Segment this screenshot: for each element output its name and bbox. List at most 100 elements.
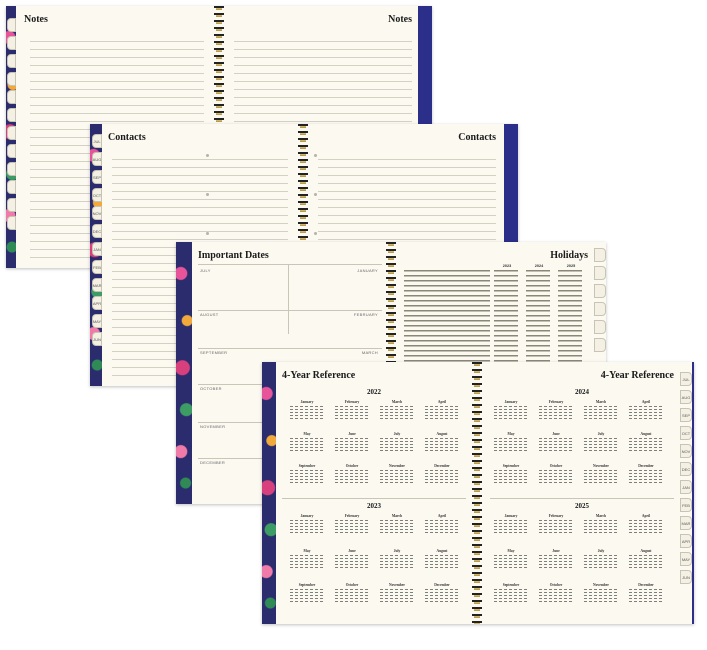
month-tab[interactable] xyxy=(7,144,16,158)
month-tab[interactable] xyxy=(594,284,606,298)
month-tab[interactable] xyxy=(7,36,16,50)
month-calendar: April xyxy=(629,514,663,535)
month-tab[interactable]: FEB xyxy=(680,498,692,512)
month-tab[interactable] xyxy=(7,198,16,212)
month-tab[interactable] xyxy=(594,266,606,280)
month-calendar: August xyxy=(629,549,663,570)
day-grid xyxy=(539,520,573,535)
month-tab[interactable]: NOV xyxy=(680,444,692,458)
month-calendar: September xyxy=(494,583,528,605)
day-grid xyxy=(629,554,663,570)
month-tab[interactable]: APR xyxy=(92,296,102,310)
page-title: Notes xyxy=(24,14,48,25)
month-tab[interactable] xyxy=(594,248,606,262)
month-calendar: September xyxy=(494,464,528,485)
day-grid xyxy=(584,520,618,535)
month-name: January xyxy=(504,400,518,404)
month-tab[interactable]: MAY xyxy=(680,552,692,566)
month-tab[interactable]: JAN xyxy=(680,480,692,494)
month-tab[interactable]: DEC xyxy=(92,224,102,238)
month-tab[interactable] xyxy=(7,108,16,122)
month-tab[interactable] xyxy=(7,72,16,86)
month-name: November xyxy=(389,583,405,588)
year-calendar: January February March April May June July Augu… xyxy=(490,400,670,496)
month-tab[interactable] xyxy=(7,54,16,68)
month-name: June xyxy=(552,548,560,553)
day-grid xyxy=(629,589,663,605)
year-calendar: January February March April May June July Augu… xyxy=(490,514,670,618)
month-tab[interactable] xyxy=(594,338,606,352)
year-heading: 2024 xyxy=(575,388,589,396)
month-tab[interactable]: MAY xyxy=(92,314,102,328)
column-divider xyxy=(288,264,289,334)
cover-edge xyxy=(504,124,518,242)
day-grid xyxy=(335,470,369,485)
month-calendar: January xyxy=(290,400,324,421)
divider xyxy=(490,498,674,499)
month-tab[interactable]: JUN xyxy=(680,570,692,584)
month-tab[interactable] xyxy=(7,162,16,176)
month-name: December xyxy=(434,583,450,588)
month-calendar: March xyxy=(380,514,414,535)
month-calendar: May xyxy=(494,432,528,453)
month-calendar: November xyxy=(380,583,414,605)
day-grid xyxy=(380,406,414,421)
month-tab[interactable] xyxy=(7,216,16,230)
month-tab[interactable]: OCT xyxy=(92,188,102,202)
month-calendar: December xyxy=(629,583,663,605)
month-calendar: June xyxy=(539,549,573,570)
month-name: September xyxy=(502,583,520,588)
month-label: OCTOBER xyxy=(200,386,222,391)
month-name: April xyxy=(641,400,651,404)
month-name: August xyxy=(436,432,448,436)
floral-cover-edge xyxy=(262,362,276,624)
month-tabs-right: JUL AUG SEP OCT NOV DEC JAN FEB MAR APR … xyxy=(680,372,692,584)
month-name: April xyxy=(437,400,447,404)
month-tab[interactable] xyxy=(7,180,16,194)
day-grid xyxy=(584,554,618,570)
month-tab[interactable]: JUN xyxy=(92,332,102,346)
month-label: MARCH xyxy=(361,350,378,355)
month-tab[interactable]: AUG xyxy=(92,152,102,166)
month-calendar: May xyxy=(494,549,528,570)
day-grid xyxy=(425,554,459,570)
month-tab[interactable] xyxy=(7,18,16,32)
month-tab[interactable]: SEP xyxy=(92,170,102,184)
month-tabs-left: JUL AUG SEP OCT NOV DEC JAN FEB MAR APR … xyxy=(92,134,102,346)
month-tab[interactable]: FEB xyxy=(92,260,102,274)
month-tab[interactable]: DEC xyxy=(680,462,692,476)
month-calendar: September xyxy=(290,583,324,605)
month-tab[interactable]: JAN xyxy=(92,242,102,256)
month-tab[interactable]: OCT xyxy=(680,426,692,440)
month-calendar: November xyxy=(584,464,618,485)
month-calendar: October xyxy=(539,464,573,485)
month-tab[interactable]: MAR xyxy=(680,516,692,530)
month-name: March xyxy=(391,514,403,518)
month-tab[interactable] xyxy=(594,302,606,316)
month-calendar: January xyxy=(290,514,324,535)
page-title: Important Dates xyxy=(198,250,269,261)
day-grid xyxy=(539,554,573,570)
month-tab[interactable]: JUL xyxy=(680,372,692,386)
month-tab[interactable] xyxy=(7,126,16,140)
day-grid xyxy=(335,589,369,605)
day-grid xyxy=(425,520,459,535)
month-name: April xyxy=(437,514,447,518)
month-label: NOVEMBER xyxy=(200,424,226,429)
month-name: October xyxy=(549,583,563,588)
month-name: January xyxy=(504,514,518,518)
divider xyxy=(198,264,382,265)
month-calendar: October xyxy=(335,583,369,605)
day-grid xyxy=(584,470,618,485)
year-column-header: 2024 xyxy=(534,264,544,268)
day-grid xyxy=(290,438,324,453)
month-tab[interactable]: JUL xyxy=(92,134,102,148)
month-tab[interactable]: NOV xyxy=(92,206,102,220)
month-tab[interactable]: SEP xyxy=(680,408,692,422)
month-tab[interactable] xyxy=(594,320,606,334)
month-tab[interactable] xyxy=(7,90,16,104)
month-tab[interactable]: MAR xyxy=(92,278,102,292)
month-calendar: January xyxy=(494,400,528,421)
month-tab[interactable]: AUG xyxy=(680,390,692,404)
month-tab[interactable]: APR xyxy=(680,534,692,548)
